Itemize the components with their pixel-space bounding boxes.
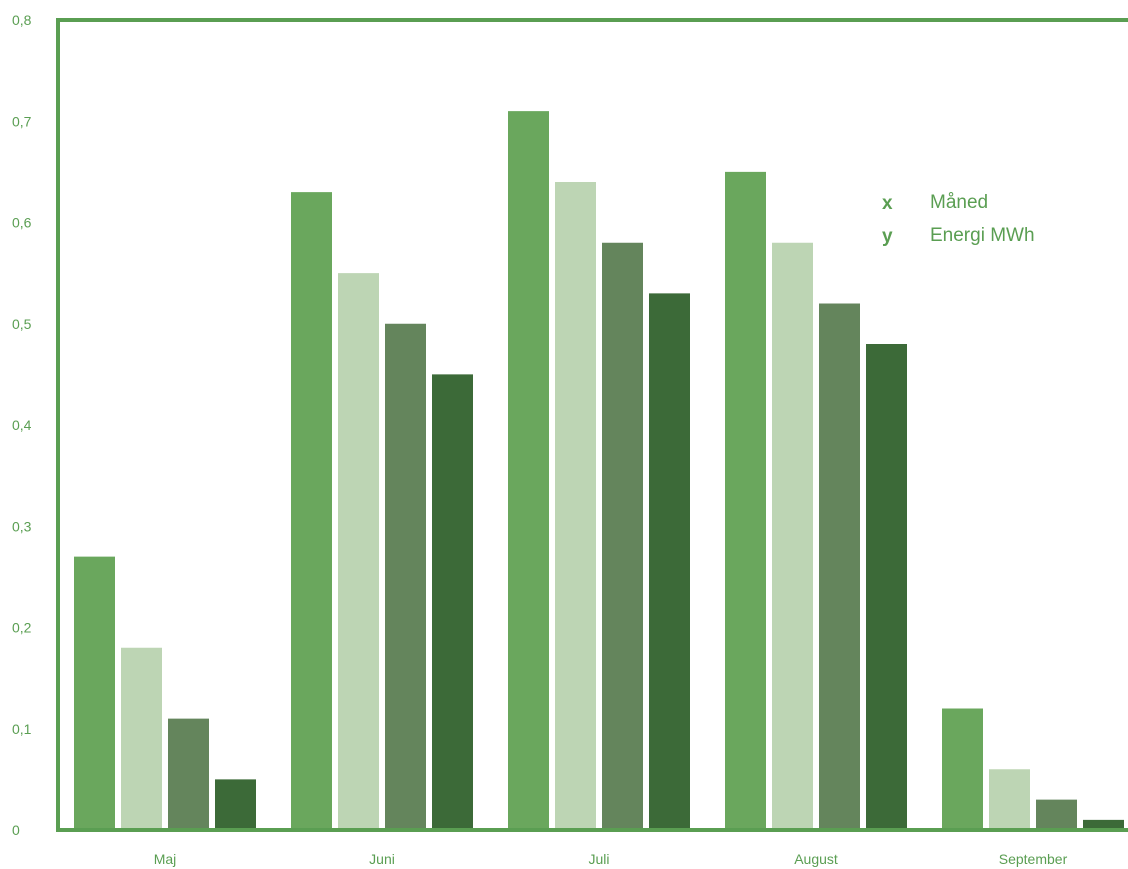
x-axis-ticks: Maj Juni Juli August September	[154, 851, 1068, 867]
y-tick-label: 0,8	[12, 12, 32, 28]
legend-label-y: Energi MWh	[930, 225, 1035, 246]
bar-juni-1	[291, 192, 332, 830]
x-tick-label: September	[999, 851, 1068, 867]
y-axis-ticks: 0 0,1 0,2 0,3 0,4 0,5 0,6 0,7 0,8	[12, 12, 32, 838]
y-tick-label: 0,7	[12, 113, 32, 129]
bar-juli-3	[602, 242, 643, 830]
bar-juni-4	[432, 374, 473, 830]
y-tick-label: 0,5	[12, 316, 32, 332]
bar-juli-4	[649, 293, 690, 830]
bar-maj-3	[168, 718, 209, 830]
bar-august-3	[819, 303, 860, 830]
x-tick-label: August	[794, 851, 838, 867]
y-tick-label: 0,4	[12, 417, 32, 433]
bars	[74, 111, 1124, 830]
legend: x Måned y Energi MWh	[882, 192, 1035, 247]
legend-key-x: x	[882, 193, 893, 214]
bar-maj-4	[215, 779, 256, 830]
bar-maj-2	[121, 647, 162, 830]
bar-juli-1	[508, 111, 549, 830]
x-tick-label: Juni	[369, 851, 395, 867]
x-tick-label: Juli	[588, 851, 609, 867]
y-tick-label: 0,3	[12, 518, 32, 534]
bar-september-3	[1036, 799, 1077, 830]
bar-maj-1	[74, 556, 115, 830]
bar-juli-2	[555, 182, 596, 830]
x-tick-label: Maj	[154, 851, 177, 867]
legend-key-y: y	[882, 226, 893, 247]
legend-label-x: Måned	[930, 192, 988, 213]
y-tick-label: 0	[12, 822, 20, 838]
bar-september-2	[989, 769, 1030, 830]
y-tick-label: 0,6	[12, 215, 32, 231]
bar-juni-2	[338, 273, 379, 830]
bar-august-4	[866, 344, 907, 830]
bar-august-1	[725, 171, 766, 830]
bar-september-4	[1083, 819, 1124, 830]
bar-august-2	[772, 242, 813, 830]
bar-september-1	[942, 708, 983, 830]
y-tick-label: 0,1	[12, 721, 32, 737]
y-tick-label: 0,2	[12, 620, 32, 636]
bar-juni-3	[385, 323, 426, 830]
